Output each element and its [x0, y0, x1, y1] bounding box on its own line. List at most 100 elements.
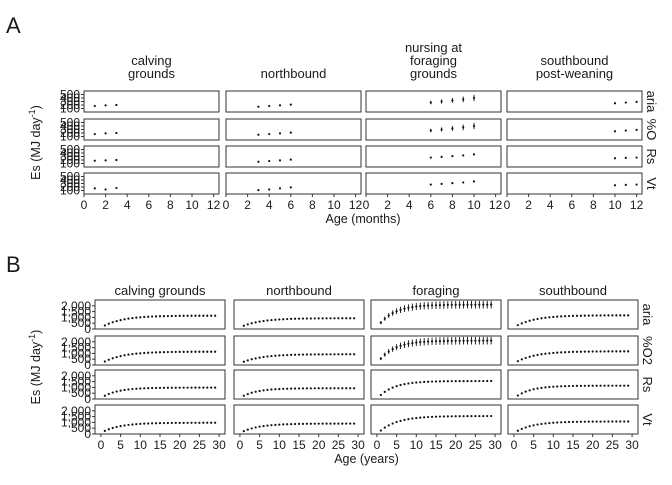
- data-point: [427, 304, 430, 307]
- data-point: [613, 130, 617, 133]
- data-point: [399, 308, 402, 311]
- data-point: [615, 420, 618, 423]
- data-point: [103, 429, 106, 432]
- x-axis-label: Age (years): [334, 452, 399, 466]
- data-point: [407, 382, 410, 385]
- data-point: [407, 306, 410, 309]
- x-tick-label: 10: [134, 438, 148, 452]
- x-tick-label: 5: [256, 438, 263, 452]
- data-point: [478, 379, 481, 383]
- data-point: [532, 318, 535, 321]
- data-point: [313, 422, 316, 425]
- data-point: [544, 386, 547, 389]
- facet-panel: [233, 335, 365, 366]
- x-tick-label: 2: [384, 198, 391, 212]
- data-point: [442, 415, 445, 418]
- data-point: [411, 305, 414, 309]
- y-tick-label: 2,000: [61, 404, 91, 418]
- data-point: [341, 317, 344, 320]
- data-point: [158, 315, 162, 318]
- data-point: [93, 104, 96, 108]
- data-point: [486, 379, 489, 383]
- x-tick-label: 4: [547, 198, 554, 212]
- y-tick-label: 100: [60, 130, 80, 144]
- data-point: [434, 340, 438, 343]
- data-point: [147, 315, 150, 318]
- x-tick-label: 2: [525, 198, 532, 212]
- data-point: [170, 350, 173, 354]
- data-point: [104, 104, 107, 107]
- data-point: [198, 386, 201, 389]
- data-point: [119, 425, 122, 428]
- data-point: [611, 350, 614, 353]
- data-point: [266, 388, 269, 391]
- data-point: [524, 390, 527, 393]
- data-point: [190, 421, 193, 424]
- data-point: [599, 420, 602, 423]
- data-point: [583, 420, 586, 423]
- data-point: [454, 380, 457, 383]
- data-point: [607, 314, 610, 317]
- data-point: [540, 353, 543, 356]
- data-point: [591, 420, 594, 423]
- data-point: [293, 422, 297, 426]
- data-point: [127, 353, 130, 356]
- facet-panel: [225, 118, 362, 141]
- data-point: [430, 380, 434, 383]
- data-point: [383, 317, 386, 320]
- facet-panel: [94, 335, 226, 366]
- data-point: [119, 389, 122, 392]
- data-point: [540, 386, 543, 389]
- data-point: [268, 188, 271, 191]
- facet-panel: [507, 404, 639, 435]
- x-tick-label: 10: [608, 198, 622, 212]
- data-point: [210, 350, 213, 353]
- data-point: [544, 316, 547, 319]
- data-point: [532, 424, 535, 427]
- data-point: [349, 387, 352, 390]
- data-point: [624, 156, 627, 159]
- y-tick-label: 2,000: [61, 335, 91, 349]
- data-point: [391, 312, 394, 315]
- data-point: [278, 354, 281, 357]
- data-point: [540, 422, 543, 426]
- data-point: [345, 422, 348, 425]
- y-tick-label: 300: [60, 95, 80, 109]
- data-point: [333, 422, 336, 425]
- data-point: [93, 187, 96, 190]
- y-tick-label: 500: [71, 421, 91, 435]
- data-point: [127, 388, 130, 391]
- data-point: [115, 319, 118, 323]
- data-point: [623, 350, 626, 353]
- data-point: [147, 351, 150, 354]
- data-point: [254, 357, 257, 360]
- data-point: [478, 339, 481, 342]
- data-point: [415, 381, 418, 384]
- data-point: [556, 421, 559, 424]
- data-point: [119, 318, 122, 322]
- x-tick-label: 30: [625, 438, 639, 452]
- facet-title: nursing at: [405, 40, 462, 55]
- data-point: [619, 314, 622, 317]
- data-point: [407, 342, 410, 345]
- data-point: [115, 103, 118, 107]
- facet-panel: [365, 172, 502, 195]
- data-point: [135, 423, 138, 426]
- data-point: [579, 384, 582, 387]
- data-point: [462, 126, 465, 129]
- row-strip-label: aria: [644, 91, 659, 113]
- data-point: [182, 350, 185, 353]
- data-point: [293, 387, 297, 390]
- data-point: [194, 421, 197, 424]
- row-strip-label: Rs: [640, 377, 655, 393]
- data-point: [278, 104, 282, 107]
- y-tick-label: 2,000: [61, 369, 91, 383]
- data-point: [395, 346, 398, 349]
- data-point: [186, 386, 189, 389]
- x-tick-label: 6: [568, 198, 575, 212]
- data-point: [115, 390, 118, 393]
- data-point: [301, 387, 305, 390]
- data-point: [270, 318, 273, 322]
- data-point: [325, 353, 328, 356]
